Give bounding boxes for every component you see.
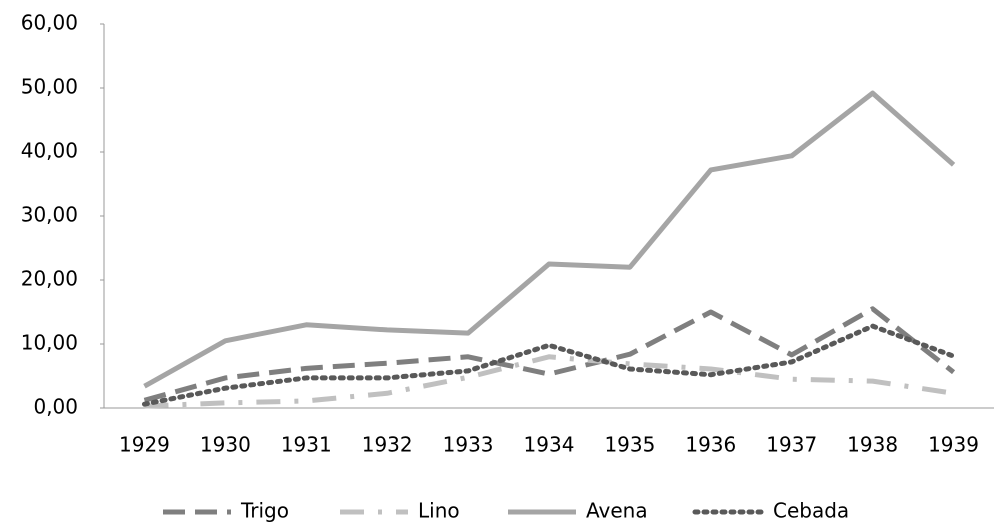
legend-label: Trigo — [240, 499, 289, 523]
x-tick-label: 1939 — [928, 433, 979, 457]
series-line — [144, 354, 954, 409]
y-tick-label: 30,00 — [21, 203, 78, 227]
x-tick-label: 1931 — [281, 433, 332, 457]
x-tick-label: 1934 — [524, 433, 575, 457]
y-tick-label: 60,00 — [21, 11, 78, 35]
x-tick-label: 1938 — [847, 433, 898, 457]
y-tick-label: 0,00 — [33, 395, 78, 419]
x-tick-label: 1933 — [443, 433, 494, 457]
series-line — [141, 323, 957, 407]
x-tick-label: 1929 — [119, 433, 170, 457]
x-tick-label: 1937 — [766, 433, 817, 457]
x-tick-label: 1936 — [685, 433, 736, 457]
x-tick-label: 1935 — [604, 433, 655, 457]
x-tick-label: 1930 — [200, 433, 251, 457]
series-line — [143, 90, 956, 389]
y-tick-label: 10,00 — [21, 331, 78, 355]
series-line — [143, 306, 956, 403]
legend-label: Avena — [586, 499, 648, 523]
legend-label: Cebada — [773, 499, 849, 523]
legend-label: Lino — [418, 499, 460, 523]
y-tick-label: 40,00 — [21, 139, 78, 163]
x-tick-label: 1932 — [362, 433, 413, 457]
y-tick-label: 50,00 — [21, 75, 78, 99]
y-tick-label: 20,00 — [21, 267, 78, 291]
